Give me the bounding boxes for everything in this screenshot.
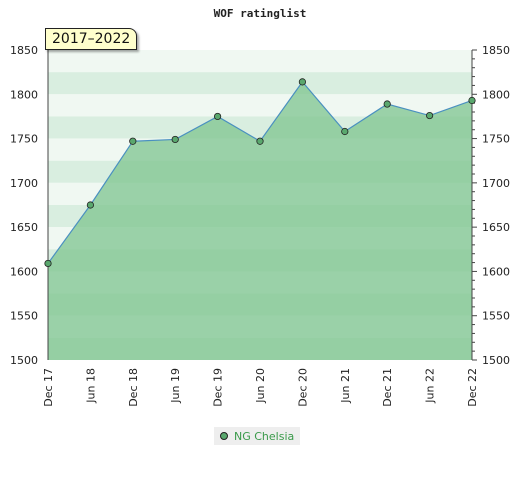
data-point[interactable]	[44, 259, 52, 268]
x-tick-label: Jun 21	[339, 368, 352, 404]
band	[48, 72, 472, 95]
x-tick-label: Jun 22	[424, 368, 437, 404]
y-tick-label-left: 1700	[10, 177, 38, 190]
y-tick-label-left: 1800	[10, 88, 38, 101]
y-tick-label-right: 1800	[482, 88, 510, 101]
data-points	[44, 78, 476, 268]
y-tick-label-left: 1850	[10, 44, 38, 57]
axes: 1500 1500 1550 1550 1600 1600 1650 1650 1700 1700…	[10, 44, 510, 407]
y-tick-label-left: 1550	[10, 310, 38, 323]
chart-title: WOF ratinglist	[214, 7, 307, 20]
data-point[interactable]	[171, 135, 179, 144]
data-point[interactable]	[214, 112, 222, 121]
y-tick-label-left: 1750	[10, 133, 38, 146]
y-tick-label-left: 1600	[10, 265, 38, 278]
data-point[interactable]	[86, 201, 95, 209]
y-tick-label-right: 1850	[482, 44, 510, 57]
data-point[interactable]	[425, 111, 434, 120]
data-point[interactable]	[256, 137, 264, 145]
x-tick-label: Jun 19	[169, 368, 182, 404]
series-area	[48, 81, 472, 360]
y-tick-label-right: 1500	[482, 354, 510, 367]
x-tick-label: Dec 22	[466, 368, 479, 407]
legend[interactable]: NG Chelsia	[214, 427, 301, 445]
data-point[interactable]	[341, 127, 349, 136]
x-tick-label: Dec 20	[296, 368, 309, 407]
y-tick-label-left: 1500	[10, 354, 38, 367]
band	[48, 94, 472, 117]
y-tick-label-right: 1550	[482, 310, 510, 323]
x-tick-label: Dec 18	[127, 368, 140, 407]
range-label: 2017–2022	[45, 28, 138, 50]
data-point[interactable]	[468, 96, 476, 105]
legend-label: NG Chelsia	[234, 429, 295, 443]
x-tick-label: Dec 19	[212, 368, 225, 407]
x-tick-label: Dec 17	[42, 368, 55, 407]
band	[48, 50, 472, 73]
y-tick-label-right: 1700	[482, 177, 510, 190]
y-tick-label-right: 1750	[482, 133, 510, 146]
x-tick-label: Jun 18	[84, 368, 97, 404]
y-tick-label-right: 1650	[482, 221, 510, 234]
x-tick-label: Dec 21	[381, 368, 394, 407]
data-point[interactable]	[298, 78, 306, 86]
data-point[interactable]	[383, 100, 391, 108]
x-tick-label: Jun 20	[254, 368, 267, 404]
legend-marker-icon	[220, 432, 228, 440]
data-point[interactable]	[129, 137, 137, 145]
y-tick-label-right: 1600	[482, 265, 510, 278]
y-tick-label-left: 1650	[10, 221, 38, 234]
